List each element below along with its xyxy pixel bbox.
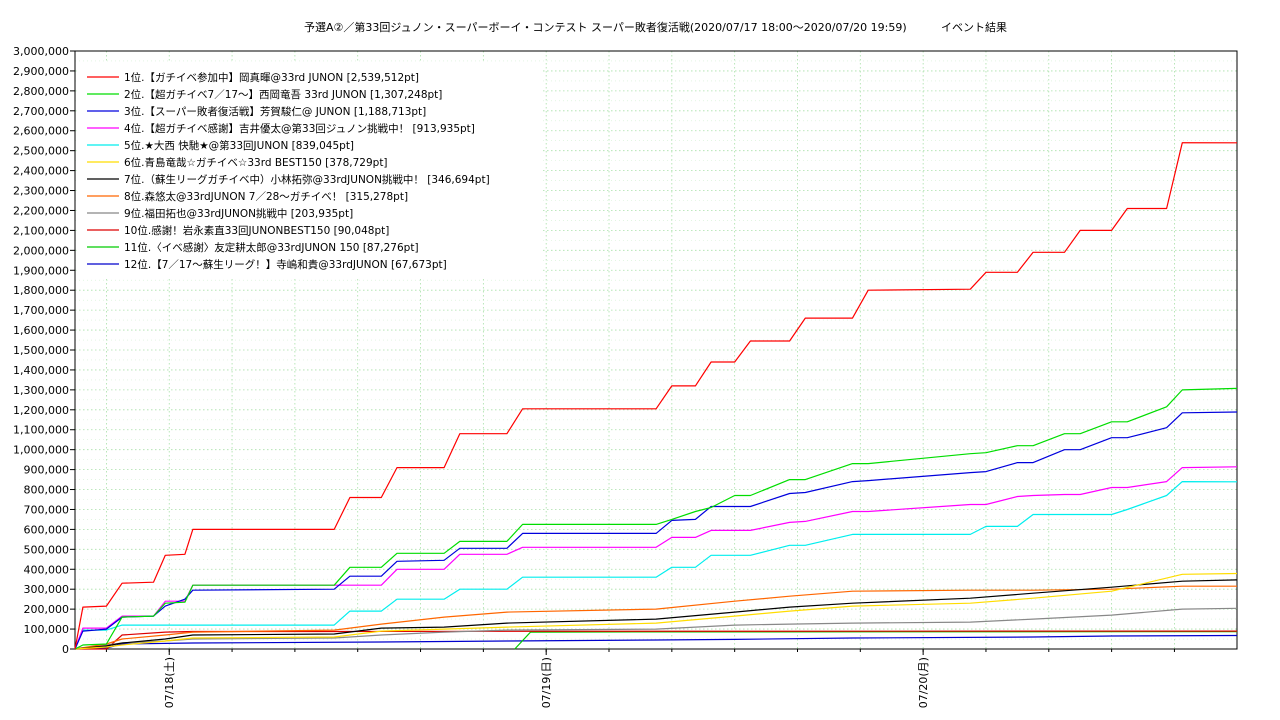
y-tick-label: 1,600,000 xyxy=(13,324,69,337)
y-tick-label: 2,200,000 xyxy=(13,204,69,217)
series-group xyxy=(74,142,1238,650)
y-tick-label: 1,100,000 xyxy=(13,424,69,437)
y-tick-label: 900,000 xyxy=(24,464,70,477)
series-line-7 xyxy=(74,579,1238,650)
series-line-4 xyxy=(74,466,1238,650)
y-tick-label: 2,500,000 xyxy=(13,145,69,158)
y-tick-label: 2,900,000 xyxy=(13,65,69,78)
y-tick-label: 1,500,000 xyxy=(13,344,69,357)
y-tick-label: 1,900,000 xyxy=(13,264,69,277)
y-tick-label: 3,000,000 xyxy=(13,45,69,58)
y-tick-label: 2,600,000 xyxy=(13,125,69,138)
y-tick-label: 700,000 xyxy=(24,503,70,516)
y-tick-label: 400,000 xyxy=(24,563,70,576)
legend: 1位.【ガチイベ参加中】岡真暉@33rd JUNON [2,539,512pt]… xyxy=(78,63,543,277)
y-tick-label: 1,200,000 xyxy=(13,404,69,417)
y-tick-label: 500,000 xyxy=(24,543,70,556)
chart-subtitle: イベント結果 xyxy=(941,20,1007,34)
y-tick-label: 2,300,000 xyxy=(13,185,69,198)
y-tick-label: 100,000 xyxy=(24,623,70,636)
series-line-3 xyxy=(74,411,1238,650)
series-line-5 xyxy=(74,481,1238,650)
series-line-8 xyxy=(74,585,1237,650)
y-tick-label: 2,100,000 xyxy=(13,224,69,237)
series-line-12 xyxy=(74,634,1238,650)
series-line-1 xyxy=(74,142,1238,650)
legend-entry-7: 7位.（蘇生リーグガチイベ中）小林拓弥@33rdJUNON挑戦中！ [346,6… xyxy=(124,173,490,186)
x-axis: 07/18(土) 07/19(日) 07/20(月) xyxy=(105,649,1175,708)
series-line-2 xyxy=(74,387,1238,650)
legend-entry-1: 1位.【ガチイベ参加中】岡真暉@33rd JUNON [2,539,512pt] xyxy=(124,71,419,84)
x-tick-label: 07/20(月) xyxy=(917,657,930,708)
legend-entry-2: 2位.【超ガチイベ7／17〜】西岡竜吾 33rd JUNON [1,307,24… xyxy=(124,88,442,101)
y-axis: 0 100,000 200,000 300,000 400,000 500,000 600,… xyxy=(13,45,75,656)
y-tick-label: 600,000 xyxy=(24,523,70,536)
y-tick-label: 1,800,000 xyxy=(13,284,69,297)
legend-entry-11: 11位.〈イベ感謝〉友定耕太郎@33rdJUNON 150 [87,276pt] xyxy=(124,241,419,254)
x-tick-label: 07/18(土) xyxy=(163,657,176,708)
y-tick-label: 1,400,000 xyxy=(13,364,69,377)
legend-entry-4: 4位.【超ガチイベ感謝】吉井優太@第33回ジュノン挑戦中！ [913,935pt… xyxy=(124,122,475,135)
chart-title: 予選A②／第33回ジュノン・スーパーボーイ・コンテスト スーパー敗者復活戦(20… xyxy=(304,20,907,34)
y-tick-label: 800,000 xyxy=(24,484,70,497)
y-tick-label: 1,000,000 xyxy=(13,444,69,457)
legend-entry-6: 6位.青島竜哉☆ガチイベ☆33rd BEST150 [378,729pt] xyxy=(124,156,388,169)
x-tick-label: 07/19(日) xyxy=(540,657,553,708)
series-line-6 xyxy=(74,572,1238,650)
y-tick-label: 0 xyxy=(62,643,69,656)
legend-entry-12: 12位.【7／17〜蘇生リーグ！】寺嶋和貴@33rdJUNON [67,673p… xyxy=(124,258,447,271)
legend-entry-5: 5位.★大西 快馳★@第33回JUNON [839,045pt] xyxy=(124,139,354,152)
legend-entry-10: 10位.感謝！岩永素直33回JUNONBEST150 [90,048pt] xyxy=(124,224,389,237)
legend-entry-8: 8位.森悠太@33rdJUNON 7／28〜ガチイベ！ [315,278pt] xyxy=(124,190,408,203)
y-tick-label: 300,000 xyxy=(24,583,70,596)
y-tick-label: 2,400,000 xyxy=(13,165,69,178)
y-tick-label: 1,300,000 xyxy=(13,384,69,397)
y-tick-label: 2,800,000 xyxy=(13,85,69,98)
legend-entry-3: 3位.【スーパー敗者復活戦】芳賀駿仁@ JUNON [1,188,713pt] xyxy=(124,105,426,118)
y-tick-label: 200,000 xyxy=(24,603,70,616)
y-tick-label: 2,000,000 xyxy=(13,244,69,257)
y-tick-label: 1,700,000 xyxy=(13,304,69,317)
series-line-9 xyxy=(74,607,1238,650)
legend-background xyxy=(78,63,543,277)
y-tick-label: 2,700,000 xyxy=(13,105,69,118)
legend-entry-9: 9位.福田拓也@33rdJUNON挑戦中 [203,935pt] xyxy=(124,207,353,220)
